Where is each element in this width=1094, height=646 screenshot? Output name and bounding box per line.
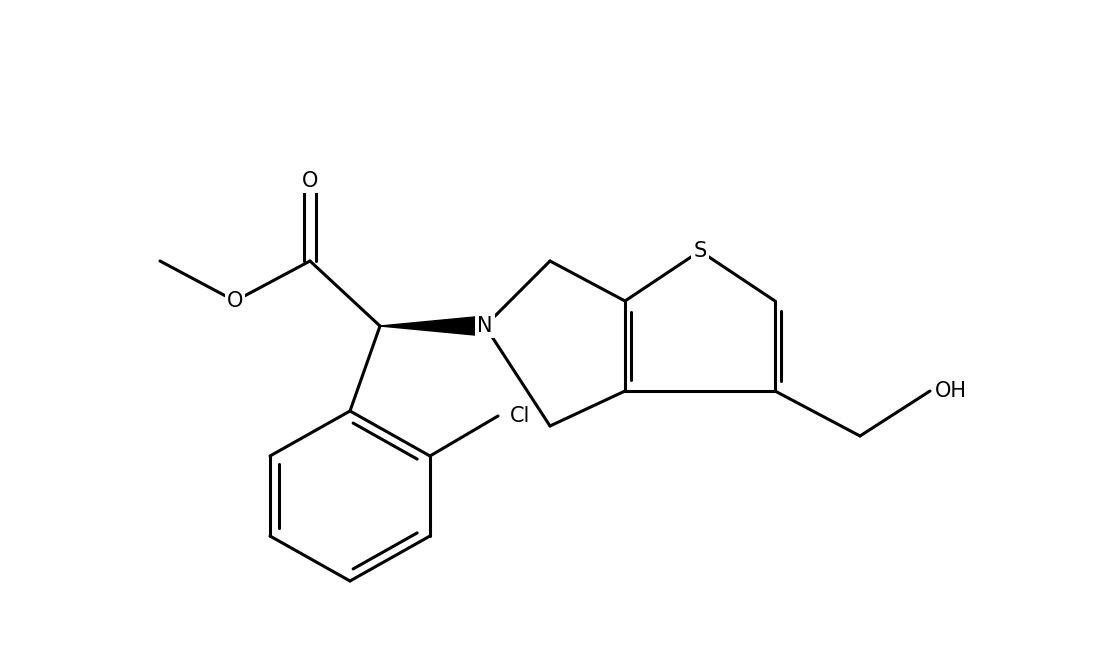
Text: S: S <box>694 241 707 261</box>
Text: Cl: Cl <box>510 406 531 426</box>
Text: OH: OH <box>935 381 967 401</box>
Text: N: N <box>477 316 492 336</box>
Text: O: O <box>226 291 243 311</box>
Polygon shape <box>380 316 485 336</box>
Text: O: O <box>302 171 318 191</box>
